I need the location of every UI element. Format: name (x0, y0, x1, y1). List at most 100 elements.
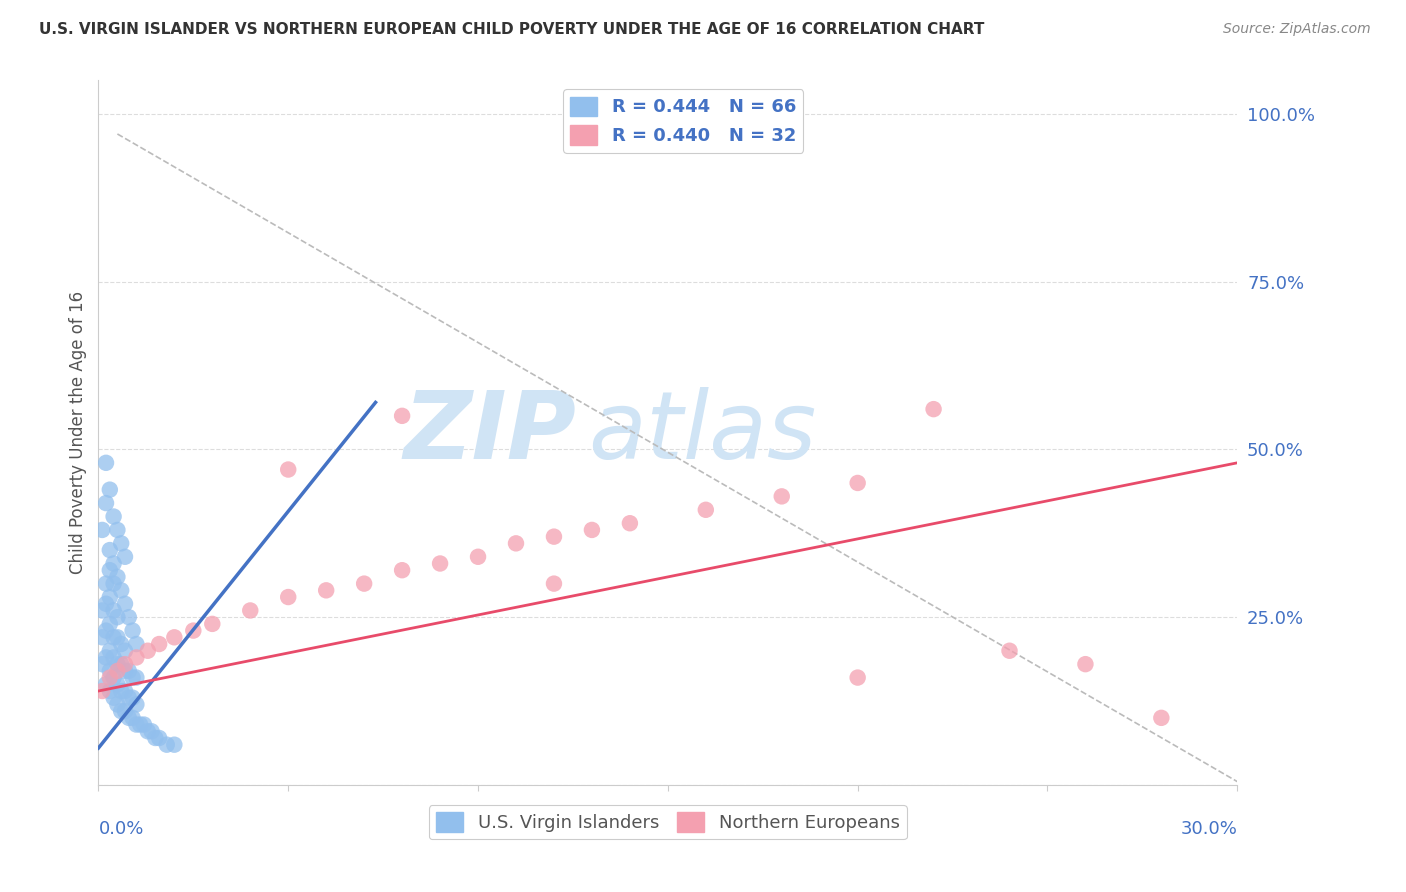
Point (110, 536, 132, 550)
Point (94, 650, 117, 665)
Point (107, 570, 129, 584)
Point (91, 630, 114, 644)
Point (91, 603, 114, 617)
Point (543, 576, 565, 591)
Point (121, 624, 143, 638)
Point (239, 603, 262, 617)
Point (1074, 657, 1097, 672)
Point (103, 690, 125, 705)
Point (98, 664, 121, 678)
Point (998, 644, 1021, 658)
Point (148, 731, 170, 745)
Point (163, 630, 186, 644)
Point (94, 677, 117, 691)
Point (695, 503, 717, 517)
Point (125, 650, 148, 665)
Point (770, 489, 793, 503)
Point (121, 671, 143, 685)
Point (107, 630, 129, 644)
Point (103, 509, 125, 524)
Point (922, 402, 945, 417)
Y-axis label: Child Poverty Under the Age of 16: Child Poverty Under the Age of 16 (69, 291, 87, 574)
Point (110, 583, 132, 598)
Legend: U.S. Virgin Islanders, Northern Europeans: U.S. Virgin Islanders, Northern European… (429, 805, 907, 839)
Text: 0.0%: 0.0% (98, 821, 143, 838)
Point (581, 523, 603, 537)
Point (91, 523, 114, 537)
Point (91, 684, 114, 698)
Point (129, 717, 152, 731)
Point (103, 671, 125, 685)
Point (98, 644, 121, 658)
Point (94, 624, 117, 638)
Point (467, 549, 489, 564)
Point (132, 717, 155, 731)
Point (121, 711, 143, 725)
Point (183, 624, 205, 638)
Point (429, 557, 451, 571)
Point (94, 597, 117, 611)
Point (353, 576, 375, 591)
Point (103, 603, 125, 617)
Point (125, 717, 148, 731)
Text: atlas: atlas (588, 387, 817, 478)
Point (543, 530, 565, 544)
Point (114, 704, 136, 718)
Point (94, 456, 117, 470)
Point (1150, 711, 1173, 725)
Point (110, 657, 132, 672)
Point (107, 610, 129, 624)
Point (201, 616, 224, 631)
Point (114, 644, 136, 658)
Point (94, 576, 117, 591)
Text: 30.0%: 30.0% (1181, 821, 1237, 838)
Point (125, 637, 148, 651)
Text: U.S. VIRGIN ISLANDER VS NORTHERN EUROPEAN CHILD POVERTY UNDER THE AGE OF 16 CORR: U.S. VIRGIN ISLANDER VS NORTHERN EUROPEA… (39, 22, 984, 37)
Point (114, 684, 136, 698)
Point (103, 650, 125, 665)
Point (136, 644, 159, 658)
Point (277, 590, 299, 604)
Point (125, 698, 148, 712)
Point (98, 684, 121, 698)
Point (141, 724, 163, 739)
Point (114, 597, 136, 611)
Point (114, 664, 136, 678)
Point (121, 690, 143, 705)
Point (103, 630, 125, 644)
Point (107, 698, 129, 712)
Point (107, 664, 129, 678)
Point (148, 637, 170, 651)
Point (505, 536, 527, 550)
Point (277, 462, 299, 476)
Point (98, 616, 121, 631)
Point (98, 543, 121, 558)
Point (98, 590, 121, 604)
Point (118, 711, 141, 725)
Text: ZIP: ZIP (404, 386, 576, 479)
Point (163, 738, 186, 752)
Point (114, 549, 136, 564)
Point (156, 738, 179, 752)
Point (98, 563, 121, 577)
Point (118, 690, 141, 705)
Point (107, 523, 129, 537)
Text: Source: ZipAtlas.com: Source: ZipAtlas.com (1223, 22, 1371, 37)
Point (103, 557, 125, 571)
Point (94, 496, 117, 510)
Point (91, 657, 114, 672)
Point (125, 671, 148, 685)
Point (107, 677, 129, 691)
Point (110, 637, 132, 651)
Point (118, 610, 141, 624)
Point (846, 475, 869, 490)
Point (110, 704, 132, 718)
Point (846, 671, 869, 685)
Point (315, 583, 337, 598)
Point (110, 684, 132, 698)
Point (103, 576, 125, 591)
Point (391, 563, 413, 577)
Point (619, 516, 641, 531)
Point (98, 483, 121, 497)
Point (107, 657, 129, 672)
